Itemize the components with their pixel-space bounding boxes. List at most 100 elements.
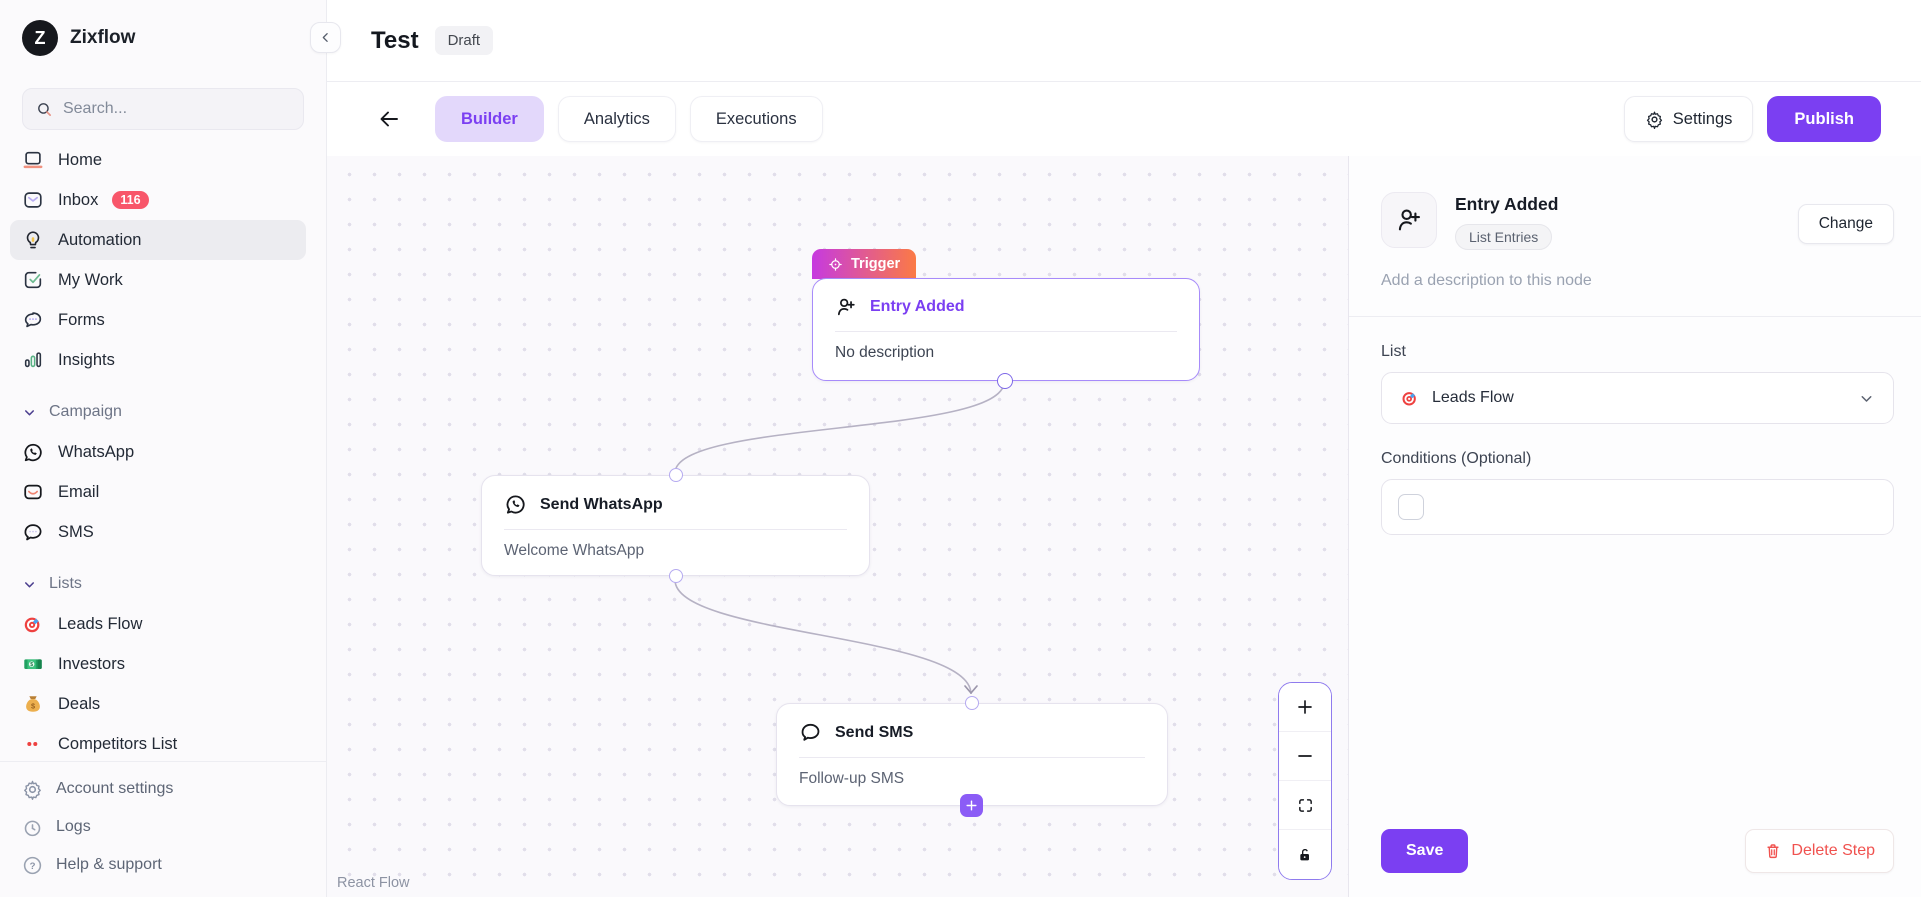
sidebar-item-inbox[interactable]: Inbox 116 bbox=[10, 180, 306, 220]
sidebar-item-logs[interactable]: Logs bbox=[10, 808, 306, 846]
chevron-down-icon bbox=[1861, 395, 1872, 402]
sidebar-item-my-work[interactable]: My Work bbox=[10, 260, 306, 300]
tab-executions[interactable]: Executions bbox=[689, 96, 823, 142]
fit-view-button[interactable] bbox=[1279, 781, 1331, 830]
save-button[interactable]: Save bbox=[1381, 829, 1469, 873]
sms-node[interactable]: Send SMS Follow-up SMS bbox=[776, 696, 1168, 817]
timer-icon bbox=[24, 820, 41, 836]
footer-item-label: Help & support bbox=[56, 856, 162, 873]
sidebar-item-help-support[interactable]: ? Help & support bbox=[10, 846, 306, 884]
sidebar: Z Zixflow Home Inbox bbox=[0, 0, 341, 897]
sidebar-item-label: Leads Flow bbox=[58, 614, 143, 633]
trigger-node-header: Entry Added bbox=[813, 279, 1199, 331]
footer-item-label: Account settings bbox=[56, 780, 174, 797]
trigger-node-description: No description bbox=[835, 344, 935, 361]
add-step-button[interactable] bbox=[960, 794, 983, 817]
sidebar-item-label: Forms bbox=[58, 310, 105, 329]
chevron-down-icon bbox=[25, 409, 34, 415]
trigger-output-handle[interactable] bbox=[997, 373, 1013, 389]
whatsapp-node[interactable]: Send WhatsApp Welcome WhatsApp bbox=[481, 468, 870, 583]
sms-input-handle[interactable] bbox=[965, 696, 979, 710]
back-button[interactable] bbox=[371, 101, 407, 137]
sidebar-collapse-button[interactable] bbox=[310, 22, 341, 53]
sidebar-item-sms[interactable]: SMS bbox=[10, 512, 306, 552]
delete-step-button[interactable]: Delete Step bbox=[1745, 829, 1894, 873]
publish-button[interactable]: Publish bbox=[1767, 96, 1881, 142]
brand-row: Z Zixflow bbox=[0, 0, 326, 66]
flow-canvas[interactable]: Trigger Entry Added No description bbox=[327, 156, 1348, 897]
bar-chart-icon bbox=[22, 349, 44, 371]
whatsapp-input-handle[interactable] bbox=[669, 468, 683, 482]
list-select-value: Leads Flow bbox=[1432, 389, 1514, 406]
section-campaign[interactable]: Campaign bbox=[10, 394, 306, 430]
sidebar-item-automation[interactable]: Automation bbox=[10, 220, 306, 260]
help-icon: ? bbox=[23, 856, 42, 874]
sidebar-item-account-settings[interactable]: Account settings bbox=[10, 770, 306, 808]
plus-icon bbox=[966, 800, 977, 811]
svg-text:?: ? bbox=[30, 861, 36, 872]
list-select[interactable]: Leads Flow bbox=[1381, 372, 1894, 424]
whatsapp-node-description: Welcome WhatsApp bbox=[504, 542, 645, 559]
person-plus-icon bbox=[837, 298, 855, 316]
pin-icon bbox=[22, 733, 44, 755]
inspector-divider bbox=[1349, 316, 1921, 317]
topbar: Test Draft bbox=[327, 0, 1921, 82]
sidebar-item-deals[interactable]: $ Deals bbox=[10, 684, 306, 724]
settings-button[interactable]: Settings bbox=[1623, 96, 1754, 142]
trigger-node[interactable]: Entry Added No description bbox=[812, 278, 1200, 389]
tab-analytics[interactable]: Analytics bbox=[557, 96, 676, 142]
gear-icon bbox=[1646, 111, 1662, 129]
react-flow-attribution[interactable]: React Flow bbox=[337, 875, 410, 891]
trigger-tab: Trigger bbox=[812, 249, 917, 279]
zoom-in-button[interactable] bbox=[1279, 683, 1331, 732]
zixflow-logo-icon: Z bbox=[22, 20, 58, 56]
lock-button[interactable] bbox=[1279, 830, 1331, 879]
sidebar-item-label: My Work bbox=[58, 270, 123, 289]
sidebar-item-email[interactable]: Email bbox=[10, 472, 306, 512]
main-area: Test Draft Builder Analytics Executions … bbox=[327, 0, 1921, 897]
sms-bubble-icon bbox=[801, 723, 820, 741]
banknote-icon: $ bbox=[22, 653, 44, 675]
sidebar-item-forms[interactable]: Forms bbox=[10, 300, 306, 340]
change-trigger-button[interactable]: Change bbox=[1797, 204, 1894, 244]
sidebar-item-investors[interactable]: $ Investors bbox=[10, 644, 306, 684]
conditions-field-label: Conditions (Optional) bbox=[1381, 450, 1532, 467]
node-type-icon-box bbox=[1381, 192, 1437, 248]
whatsapp-node-title: Send WhatsApp bbox=[540, 495, 663, 513]
sidebar-item-label: Automation bbox=[58, 230, 142, 249]
chevron-down-icon bbox=[25, 581, 34, 587]
sidebar-item-label: Deals bbox=[58, 694, 101, 713]
sms-bubble-icon bbox=[22, 521, 44, 543]
node-description-field[interactable]: Add a description to this node bbox=[1381, 272, 1592, 289]
whatsapp-node-header: Send WhatsApp bbox=[482, 476, 869, 529]
money-bag-icon: $ bbox=[22, 693, 44, 715]
sms-node-title: Send SMS bbox=[835, 723, 914, 741]
sidebar-item-label: WhatsApp bbox=[58, 442, 135, 461]
sidebar-item-whatsapp[interactable]: WhatsApp bbox=[10, 432, 306, 472]
plus-icon bbox=[1298, 700, 1312, 714]
flow-controls bbox=[1278, 682, 1332, 880]
sidebar-item-clipped-list[interactable]: Competitors List bbox=[10, 724, 306, 761]
chat-dots-icon bbox=[22, 309, 44, 331]
content-row: Trigger Entry Added No description bbox=[327, 156, 1921, 897]
search-input[interactable] bbox=[62, 100, 290, 118]
trigger-tab-label: Trigger bbox=[851, 256, 901, 272]
check-square-icon bbox=[22, 269, 44, 291]
tab-builder[interactable]: Builder bbox=[435, 96, 544, 142]
whatsapp-output-handle[interactable] bbox=[669, 569, 683, 583]
sidebar-item-insights[interactable]: Insights bbox=[10, 340, 306, 380]
chevron-left-icon bbox=[322, 33, 328, 42]
sidebar-item-label: Insights bbox=[58, 350, 115, 369]
inbox-count-badge: 116 bbox=[112, 191, 149, 209]
section-lists[interactable]: Lists bbox=[10, 566, 306, 602]
search-box[interactable] bbox=[22, 88, 304, 130]
brand-name: Zixflow bbox=[70, 27, 136, 48]
node-divider bbox=[504, 529, 847, 530]
sidebar-item-leads-flow[interactable]: Leads Flow bbox=[10, 604, 306, 644]
conditions-checkbox[interactable] bbox=[1398, 494, 1424, 520]
zoom-out-button[interactable] bbox=[1279, 732, 1331, 781]
sidebar-item-label: Email bbox=[58, 482, 100, 501]
sidebar-item-label: Home bbox=[58, 150, 103, 169]
sidebar-item-home[interactable]: Home bbox=[10, 140, 306, 180]
sidebar-item-label: Inbox bbox=[58, 190, 99, 209]
